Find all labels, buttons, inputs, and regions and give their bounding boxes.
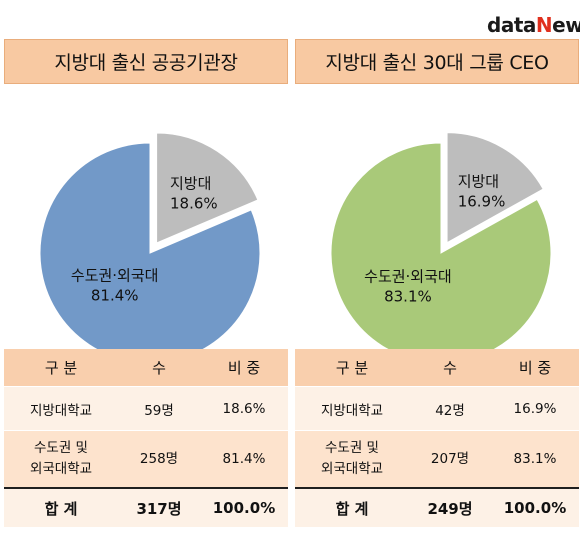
panel-title: 지방대 출신 30대 그룹 CEO <box>295 39 579 84</box>
total-count: 317명 <box>118 488 200 528</box>
total-ratio: 100.0% <box>200 488 288 528</box>
slice-value-label: 18.6% <box>170 195 218 213</box>
table-row: 지방대학교 59명 18.6% <box>4 386 288 431</box>
pie-slice <box>446 132 544 244</box>
row-ratio: 81.4% <box>200 430 288 489</box>
header-count: 수 <box>409 349 491 387</box>
header-category: 구 분 <box>4 349 118 387</box>
table-header-row: 구 분 수 비 중 <box>4 349 288 387</box>
header-category: 구 분 <box>295 349 409 387</box>
total-label: 합 계 <box>295 488 409 528</box>
panel-group-ceos: 지방대 출신 30대 그룹 CEO 지방대 16.9% 수도권·외국대 83.1% 구… <box>295 39 579 551</box>
slice-value-label: 81.4% <box>91 286 139 304</box>
panel-public-agency-heads: 지방대 출신 공공기관장 지방대 18.6% 수도권·외국대 81.4% 구 분 수 … <box>4 39 288 551</box>
row-label: 지방대학교 <box>4 386 118 431</box>
total-ratio: 100.0% <box>491 488 579 528</box>
row-ratio: 16.9% <box>491 386 579 431</box>
row-label: 지방대학교 <box>295 386 409 431</box>
slice-label: 지방대 <box>458 172 499 190</box>
table-total-row: 합 계 249명 100.0% <box>295 488 579 528</box>
pie-slice <box>330 142 552 364</box>
slice-label: 수도권·외국대 <box>71 266 159 284</box>
header-count: 수 <box>118 349 200 387</box>
header-ratio: 비 중 <box>200 349 288 387</box>
row-count: 59명 <box>118 386 200 431</box>
row-label-line: 외국대학교 <box>29 461 93 477</box>
pie-slice <box>156 132 259 244</box>
datanews-logo: dataNews <box>487 13 580 37</box>
pie-chart: 지방대 16.9% 수도권·외국대 83.1% <box>330 132 552 364</box>
row-ratio: 83.1% <box>491 430 579 489</box>
total-label: 합 계 <box>4 488 118 528</box>
row-label-line: 외국대학교 <box>320 461 384 477</box>
table-total-row: 합 계 317명 100.0% <box>4 488 288 528</box>
slice-value-label: 83.1% <box>384 288 432 306</box>
table-row: 지방대학교 42명 16.9% <box>295 386 579 431</box>
table-header-row: 구 분 수 비 중 <box>295 349 579 387</box>
row-count: 207명 <box>409 430 491 489</box>
panel-title: 지방대 출신 공공기관장 <box>4 39 288 84</box>
row-count: 42명 <box>409 386 491 431</box>
total-count: 249명 <box>409 488 491 528</box>
slice-value-label: 16.9% <box>458 192 506 210</box>
pie-chart: 지방대 18.6% 수도권·외국대 81.4% <box>39 132 261 364</box>
pie-slice <box>39 142 261 364</box>
row-label-line: 수도권 및 <box>34 440 88 456</box>
row-ratio: 18.6% <box>200 386 288 431</box>
header-ratio: 비 중 <box>491 349 579 387</box>
slice-label: 지방대 <box>170 175 211 193</box>
row-label-line: 수도권 및 <box>325 440 379 456</box>
row-count: 258명 <box>118 430 200 489</box>
slice-label: 수도권·외국대 <box>364 268 452 286</box>
